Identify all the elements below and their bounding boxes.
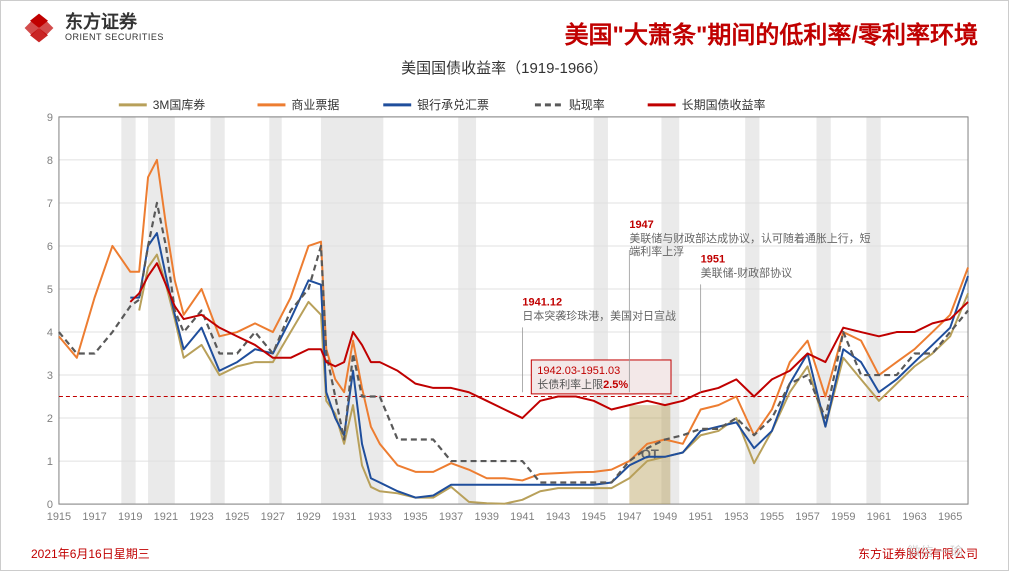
svg-text:1933: 1933	[368, 511, 392, 523]
svg-text:6: 6	[47, 241, 53, 253]
svg-text:4: 4	[47, 327, 53, 339]
svg-text:日本突袭珍珠港，美国对日宣战: 日本突袭珍珠港，美国对日宣战	[522, 308, 676, 322]
svg-text:1921: 1921	[154, 511, 178, 523]
svg-text:3M国库券: 3M国库券	[153, 97, 206, 112]
svg-text:1955: 1955	[760, 511, 784, 523]
svg-text:1919: 1919	[118, 511, 142, 523]
logo-text-en: ORIENT SECURITIES	[65, 33, 164, 43]
svg-text:1915: 1915	[47, 511, 71, 523]
svg-text:商业票据: 商业票据	[291, 97, 339, 112]
svg-text:1: 1	[47, 456, 53, 468]
svg-text:1957: 1957	[795, 511, 819, 523]
svg-text:5: 5	[47, 284, 53, 296]
watermark: 微信 一瑜	[907, 541, 963, 560]
svg-text:1945: 1945	[581, 511, 605, 523]
svg-text:端利率上浮: 端利率上浮	[629, 244, 684, 258]
svg-text:银行承兑汇票: 银行承兑汇票	[417, 98, 489, 112]
svg-text:1963: 1963	[902, 511, 926, 523]
svg-text:1947: 1947	[629, 219, 653, 231]
line-chart: 0 1 2 3 4 5 6 7 8 9 1915 1917 1919 1921 1923 1925 1927 19…	[31, 84, 978, 533]
svg-text:1931: 1931	[332, 511, 356, 523]
main-title: 美国"大萧条"期间的低利率/零利率环境	[565, 15, 978, 50]
svg-text:1947: 1947	[617, 511, 641, 523]
svg-text:1941.12: 1941.12	[522, 296, 562, 308]
svg-text:7: 7	[47, 198, 53, 210]
svg-text:2: 2	[47, 413, 53, 425]
svg-text:1943: 1943	[546, 511, 570, 523]
svg-text:1942.03-1951.03: 1942.03-1951.03	[537, 365, 620, 377]
svg-text:贴现率: 贴现率	[569, 97, 605, 112]
svg-text:1951: 1951	[701, 253, 725, 265]
svg-text:1939: 1939	[475, 511, 499, 523]
chart-container: 美国国债收益率（1919-1966） 0 1 2 3 4 5 6 7 8 9 1915 1917 191…	[31, 57, 978, 530]
slide: 东方证券 ORIENT SECURITIES 美国"大萧条"期间的低利率/零利率…	[0, 0, 1009, 571]
header: 东方证券 ORIENT SECURITIES 美国"大萧条"期间的低利率/零利率…	[1, 1, 1008, 55]
chart-title: 美国国债收益率（1919-1966）	[31, 57, 978, 78]
svg-text:1917: 1917	[82, 511, 106, 523]
svg-text:1959: 1959	[831, 511, 855, 523]
svg-text:1961: 1961	[867, 511, 891, 523]
svg-text:3: 3	[47, 370, 53, 382]
svg-text:美联储-财政部协议: 美联储-财政部协议	[701, 265, 792, 279]
svg-text:1923: 1923	[189, 511, 213, 523]
svg-text:8: 8	[47, 155, 53, 167]
svg-text:1941: 1941	[510, 511, 534, 523]
svg-text:1935: 1935	[403, 511, 427, 523]
svg-text:1927: 1927	[261, 511, 285, 523]
svg-text:1951: 1951	[688, 511, 712, 523]
logo: 东方证券 ORIENT SECURITIES	[21, 10, 164, 46]
svg-text:9: 9	[47, 112, 53, 124]
svg-text:长债利率上限2.5%: 长债利率上限2.5%	[537, 377, 628, 391]
svg-text:长期国债收益率: 长期国债收益率	[682, 97, 766, 112]
svg-text:0: 0	[47, 499, 53, 511]
svg-text:1965: 1965	[938, 511, 962, 523]
svg-text:1937: 1937	[439, 511, 463, 523]
svg-text:1929: 1929	[296, 511, 320, 523]
footer-date: 2021年6月16日星期三	[31, 545, 150, 562]
svg-text:1953: 1953	[724, 511, 748, 523]
svg-text:1925: 1925	[225, 511, 249, 523]
footer: 2021年6月16日星期三 东方证券股份有限公司	[31, 545, 978, 562]
logo-text-cn: 东方证券	[65, 13, 164, 33]
svg-text:1949: 1949	[653, 511, 677, 523]
logo-icon	[21, 10, 57, 46]
svg-text:美联储与财政部达成协议，认可随着通胀上行，短: 美联储与财政部达成协议，认可随着通胀上行，短	[629, 231, 870, 245]
